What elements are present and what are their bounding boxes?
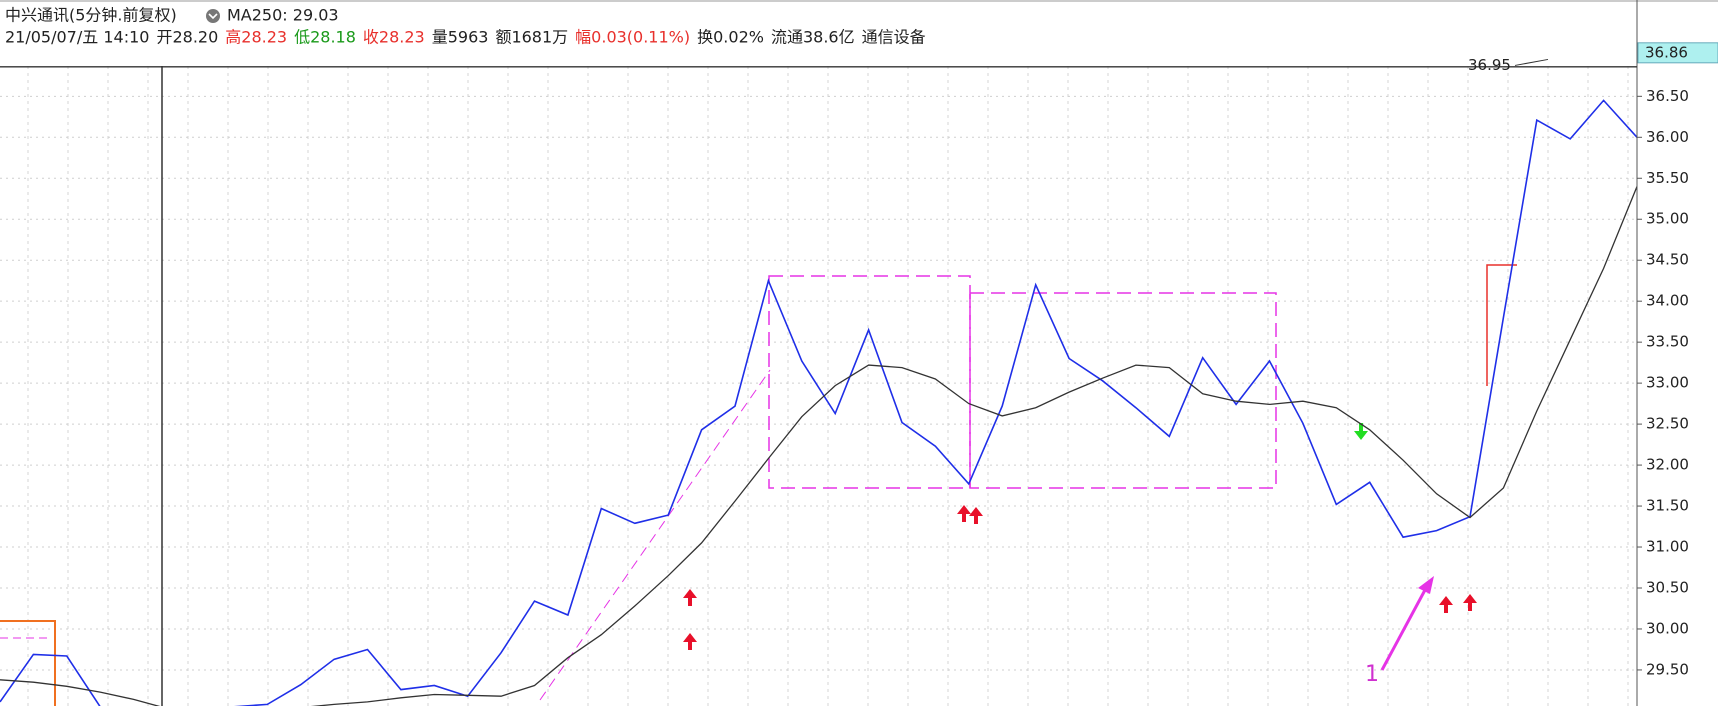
quote-item: 21/05/07/五 14:10 [5, 28, 149, 47]
quote-item: 高28.23 [225, 28, 287, 47]
y-tick-label: 29.50 [1646, 660, 1689, 678]
y-tick-label: 30.00 [1646, 619, 1689, 637]
dropdown-chevron [208, 13, 218, 20]
sell-arrow [1354, 423, 1368, 440]
y-tick-label: 35.50 [1646, 169, 1689, 187]
series-line [0, 186, 1637, 706]
series-line [0, 99, 1637, 706]
annotation: 1 [1365, 662, 1379, 687]
y-tick-label: 31.50 [1646, 497, 1689, 515]
y-tick-label: 32.50 [1646, 415, 1689, 433]
grid [0, 66, 1637, 706]
quote-item: 量5963 [432, 28, 489, 47]
step-line [1486, 264, 1517, 386]
y-tick-label: 31.00 [1646, 538, 1689, 556]
y-tick-label: 34.00 [1646, 292, 1689, 310]
quote-item: 幅0.03(0.11%) [575, 28, 690, 47]
quote-item: 换0.02% [697, 28, 764, 47]
quote-line: 21/05/07/五 14:10 开28.20 高28.23 低28.18 收28.23… [5, 28, 926, 47]
high-leader [1514, 58, 1549, 66]
y-tick-label: 30.50 [1646, 578, 1689, 596]
y-tick-label: 32.00 [1646, 456, 1689, 474]
series-layer [0, 99, 1637, 706]
price-badge-label: 36.86 [1645, 43, 1688, 61]
quote-item: 低28.18 [294, 28, 356, 47]
quote-item: 通信设备 [862, 28, 926, 47]
high-label: 36.95 [1468, 56, 1511, 74]
box-line [0, 620, 56, 706]
indicator: MA250: 29.03 [227, 6, 339, 25]
dropdown-icon[interactable] [206, 9, 220, 23]
quote-item: 额1681万 [495, 28, 568, 47]
pointer-arrow [1380, 589, 1427, 671]
y-tick-label: 33.00 [1646, 374, 1689, 392]
buy-arrows [683, 505, 1477, 650]
pointer-head [1418, 576, 1434, 594]
price-badge [1637, 42, 1718, 64]
y-tick-label: 35.00 [1646, 210, 1689, 228]
y-tick-label: 36.50 [1646, 87, 1689, 105]
chart-title: 中兴通讯(5分钟.前复权) [5, 6, 177, 25]
quote-item: 流通38.6亿 [771, 28, 855, 47]
quote-item: 开28.20 [156, 28, 218, 47]
range-box [969, 292, 1277, 489]
y-tick-label: 36.00 [1646, 128, 1689, 146]
y-tick-label: 34.50 [1646, 251, 1689, 269]
y-tick-label: 33.50 [1646, 333, 1689, 351]
price-axis: 29.50 30.00 30.50 31.00 31.50 32.00 32.50 33.00… [1637, 87, 1689, 678]
quote-item: 收28.23 [363, 28, 425, 47]
trend-line [539, 369, 771, 701]
overlays [0, 66, 1517, 706]
